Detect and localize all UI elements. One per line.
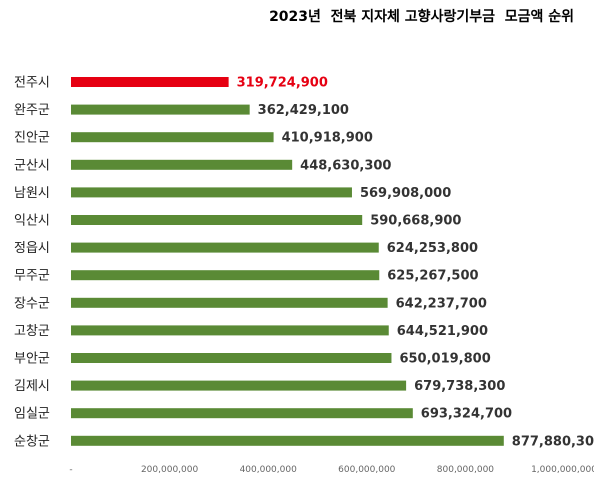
category-label: 고창군 xyxy=(14,324,50,339)
bar xyxy=(71,215,363,225)
x-tick-label: 200,000,000 xyxy=(141,465,199,475)
x-tick-label: 600,000,000 xyxy=(338,465,396,475)
category-label: 전주시 xyxy=(14,76,50,91)
category-label: 군산시 xyxy=(14,158,50,173)
category-label: 익산시 xyxy=(14,214,50,229)
bar-highlight xyxy=(71,77,229,87)
value-label: 693,324,700 xyxy=(421,407,512,422)
bar xyxy=(71,325,389,336)
bar xyxy=(71,353,392,363)
bar xyxy=(71,132,274,143)
value-label: 410,918,900 xyxy=(282,131,373,146)
category-label: 남원시 xyxy=(14,186,50,201)
value-label: 625,267,500 xyxy=(387,269,478,284)
category-label: 장수군 xyxy=(14,296,50,311)
x-tick-label: - xyxy=(69,465,72,475)
category-label: 무주군 xyxy=(14,269,50,284)
category-label: 김제시 xyxy=(14,379,50,394)
bar xyxy=(71,187,352,198)
value-label: 624,253,800 xyxy=(387,241,478,256)
category-label: 순창군 xyxy=(14,434,50,449)
bar xyxy=(71,408,413,419)
bar xyxy=(71,435,504,446)
value-label: 448,630,300 xyxy=(300,158,391,173)
value-label: 650,019,800 xyxy=(399,352,490,367)
value-label: 679,738,300 xyxy=(414,379,505,394)
bar xyxy=(71,242,379,253)
bar xyxy=(71,380,407,391)
category-label: 진안군 xyxy=(14,131,50,146)
category-label: 임실군 xyxy=(14,407,50,422)
x-tick-label: 800,000,000 xyxy=(437,465,495,475)
value-label: 362,429,100 xyxy=(258,103,349,118)
category-label: 완주군 xyxy=(14,103,50,118)
bar xyxy=(71,159,293,170)
category-label: 부안군 xyxy=(14,352,50,367)
value-label: 590,668,900 xyxy=(370,214,461,229)
category-label: 정읍시 xyxy=(14,241,50,256)
bar xyxy=(71,104,250,115)
bar xyxy=(71,297,388,308)
x-tick-label: 400,000,000 xyxy=(240,465,298,475)
value-label: 877,880,300 xyxy=(512,434,594,449)
value-label: 569,908,000 xyxy=(360,186,451,201)
bar xyxy=(71,270,380,281)
x-tick-label: 1,000,000,000 xyxy=(531,465,594,475)
chart-title: 2023년 전북 지자체 고향사랑기부금 모금액 순위 xyxy=(269,9,574,25)
value-label: 644,521,900 xyxy=(397,324,488,339)
value-label: 319,724,900 xyxy=(237,76,328,91)
value-label: 642,237,700 xyxy=(396,296,487,311)
